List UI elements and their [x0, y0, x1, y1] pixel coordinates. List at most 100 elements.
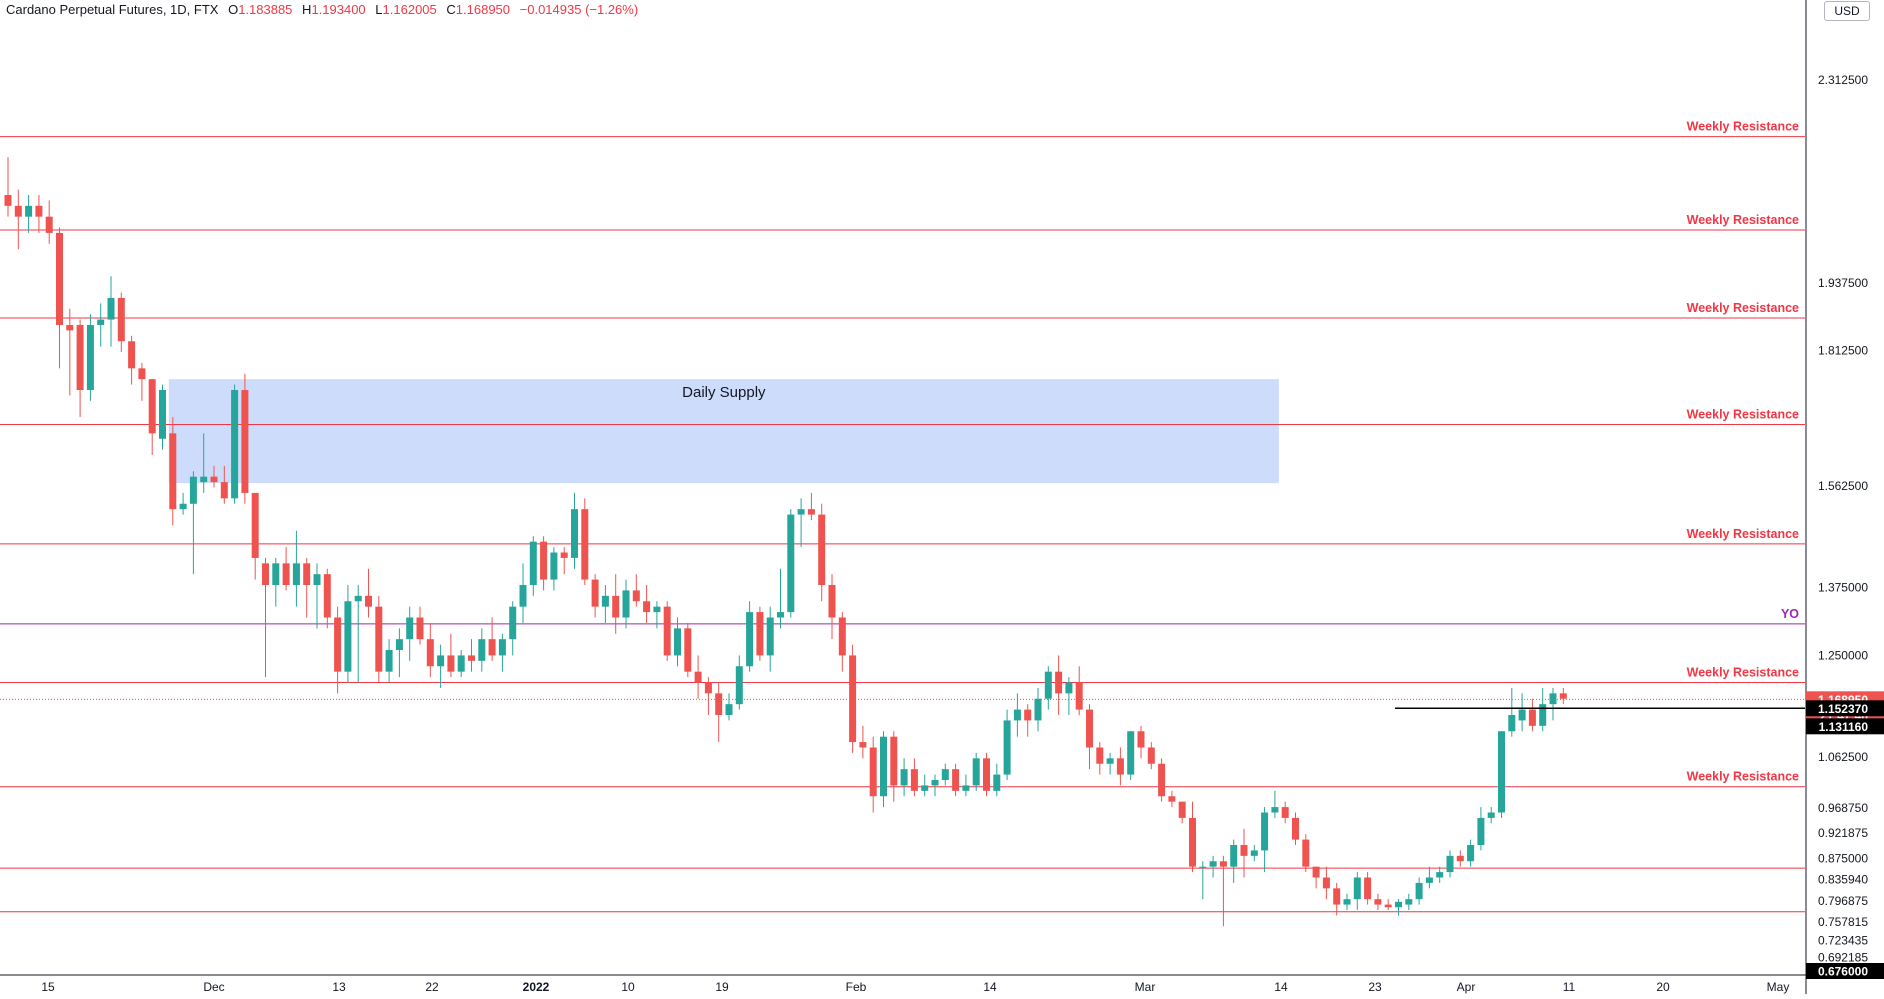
candle-body-124	[1281, 807, 1289, 818]
time-tick-3: 22	[425, 980, 439, 994]
candle-body-45	[468, 655, 475, 661]
candle-body-99	[1024, 709, 1032, 721]
candle-body-120	[1240, 845, 1248, 856]
time-tick-11: 23	[1368, 980, 1382, 994]
candle-body-14	[148, 379, 156, 434]
candle-body-98	[1013, 709, 1021, 721]
candle-body-64	[663, 606, 671, 656]
candle-body-86	[890, 736, 898, 786]
price-tick-12: 0.757815	[1818, 915, 1868, 929]
candle-body-78	[807, 509, 815, 515]
time-tick-10: 14	[1274, 980, 1288, 994]
candle-body-34	[354, 595, 362, 602]
candle-body-92	[952, 769, 960, 791]
candle-body-9	[97, 319, 105, 325]
candle-body-59	[612, 595, 620, 618]
candle-body-80	[828, 585, 836, 618]
candle-body-41	[426, 639, 434, 667]
candle-body-125	[1292, 817, 1299, 840]
candle-body-109	[1127, 731, 1135, 775]
candle-body-147	[1518, 709, 1526, 721]
candle-body-118	[1219, 861, 1227, 867]
candle-body-132	[1364, 877, 1372, 900]
price-tag-text-3: 1.131160	[1819, 720, 1869, 734]
time-tick-14: 20	[1656, 980, 1670, 994]
candle-body-113	[1168, 796, 1176, 802]
candle-body-114	[1178, 801, 1186, 818]
candle-body-35	[365, 595, 372, 607]
supply-zone	[168, 379, 1279, 484]
price-tick-0: 2.312500	[1818, 73, 1868, 87]
candle-body-69	[715, 693, 723, 715]
candle-body-46	[478, 639, 486, 661]
high-value: 1.193400	[311, 2, 366, 17]
candle-body-143	[1477, 817, 1485, 845]
price-tick-3: 1.562500	[1818, 479, 1868, 493]
candle-body-39	[406, 617, 414, 640]
level-label-3: Weekly Resistance	[1687, 407, 1799, 421]
candle-body-135	[1395, 901, 1402, 908]
candle-body-115	[1189, 817, 1196, 867]
candle-body-97	[1003, 720, 1011, 775]
level-label-4: Weekly Resistance	[1687, 527, 1799, 541]
candle-body-52	[540, 541, 548, 580]
candle-body-121	[1250, 850, 1258, 856]
candle-body-4	[45, 216, 53, 233]
candle-body-24	[251, 492, 259, 558]
candle-body-122	[1261, 812, 1269, 851]
candle-body-0	[4, 195, 12, 206]
time-tick-7: Feb	[846, 980, 867, 994]
candle-body-107	[1106, 758, 1114, 764]
currency-button[interactable]: USD	[1824, 1, 1870, 21]
candle-body-13	[138, 368, 146, 380]
candle-body-129	[1333, 888, 1341, 905]
candle-body-51	[529, 541, 537, 585]
candle-body-116	[1199, 866, 1207, 868]
time-tick-12: Apr	[1457, 980, 1476, 994]
price-tick-1: 1.937500	[1818, 276, 1868, 290]
candle-body-126	[1302, 839, 1310, 867]
candle-body-27	[282, 563, 290, 585]
candle-body-68	[704, 682, 712, 694]
candle-body-145	[1498, 731, 1505, 813]
candle-body-58	[601, 595, 609, 607]
candle-body-106	[1096, 747, 1104, 764]
candle-body-16	[169, 433, 177, 510]
candle-body-36	[375, 606, 383, 672]
candle-body-57	[591, 579, 599, 607]
candle-body-128	[1322, 877, 1330, 889]
time-tick-6: 19	[715, 980, 729, 994]
candle-body-139	[1436, 872, 1444, 878]
candle-body-111	[1147, 747, 1155, 764]
candle-body-56	[581, 509, 589, 580]
candle-body-54	[560, 552, 568, 558]
price-axis-background	[1806, 0, 1884, 994]
candle-body-62	[643, 601, 651, 613]
candle-body-32	[334, 617, 342, 672]
candle-body-100	[1034, 698, 1042, 721]
candle-body-10	[107, 297, 115, 320]
candle-body-76	[787, 514, 795, 613]
candle-body-85	[880, 736, 887, 797]
candle-body-127	[1312, 866, 1320, 878]
candle-body-72	[746, 612, 754, 667]
candle-body-12	[128, 341, 136, 369]
price-tick-11: 0.796875	[1818, 894, 1868, 908]
candle-body-74	[766, 617, 774, 656]
candle-body-95	[983, 758, 990, 791]
price-tag-text-2: 1.152370	[1818, 702, 1868, 716]
candle-body-119	[1230, 845, 1238, 867]
price-tag-text-4: 0.676000	[1818, 965, 1868, 979]
price-tick-5: 1.250000	[1818, 648, 1868, 662]
candle-body-91	[941, 769, 949, 780]
candle-body-130	[1343, 899, 1351, 905]
candle-body-50	[519, 585, 527, 607]
low-label: L	[375, 2, 383, 17]
candle-body-15	[159, 390, 166, 439]
candle-body-110	[1137, 731, 1145, 748]
symbol-title: Cardano Perpetual Futures, 1D, FTX	[6, 2, 219, 17]
time-tick-2: 13	[332, 980, 346, 994]
candle-body-70	[725, 704, 733, 715]
